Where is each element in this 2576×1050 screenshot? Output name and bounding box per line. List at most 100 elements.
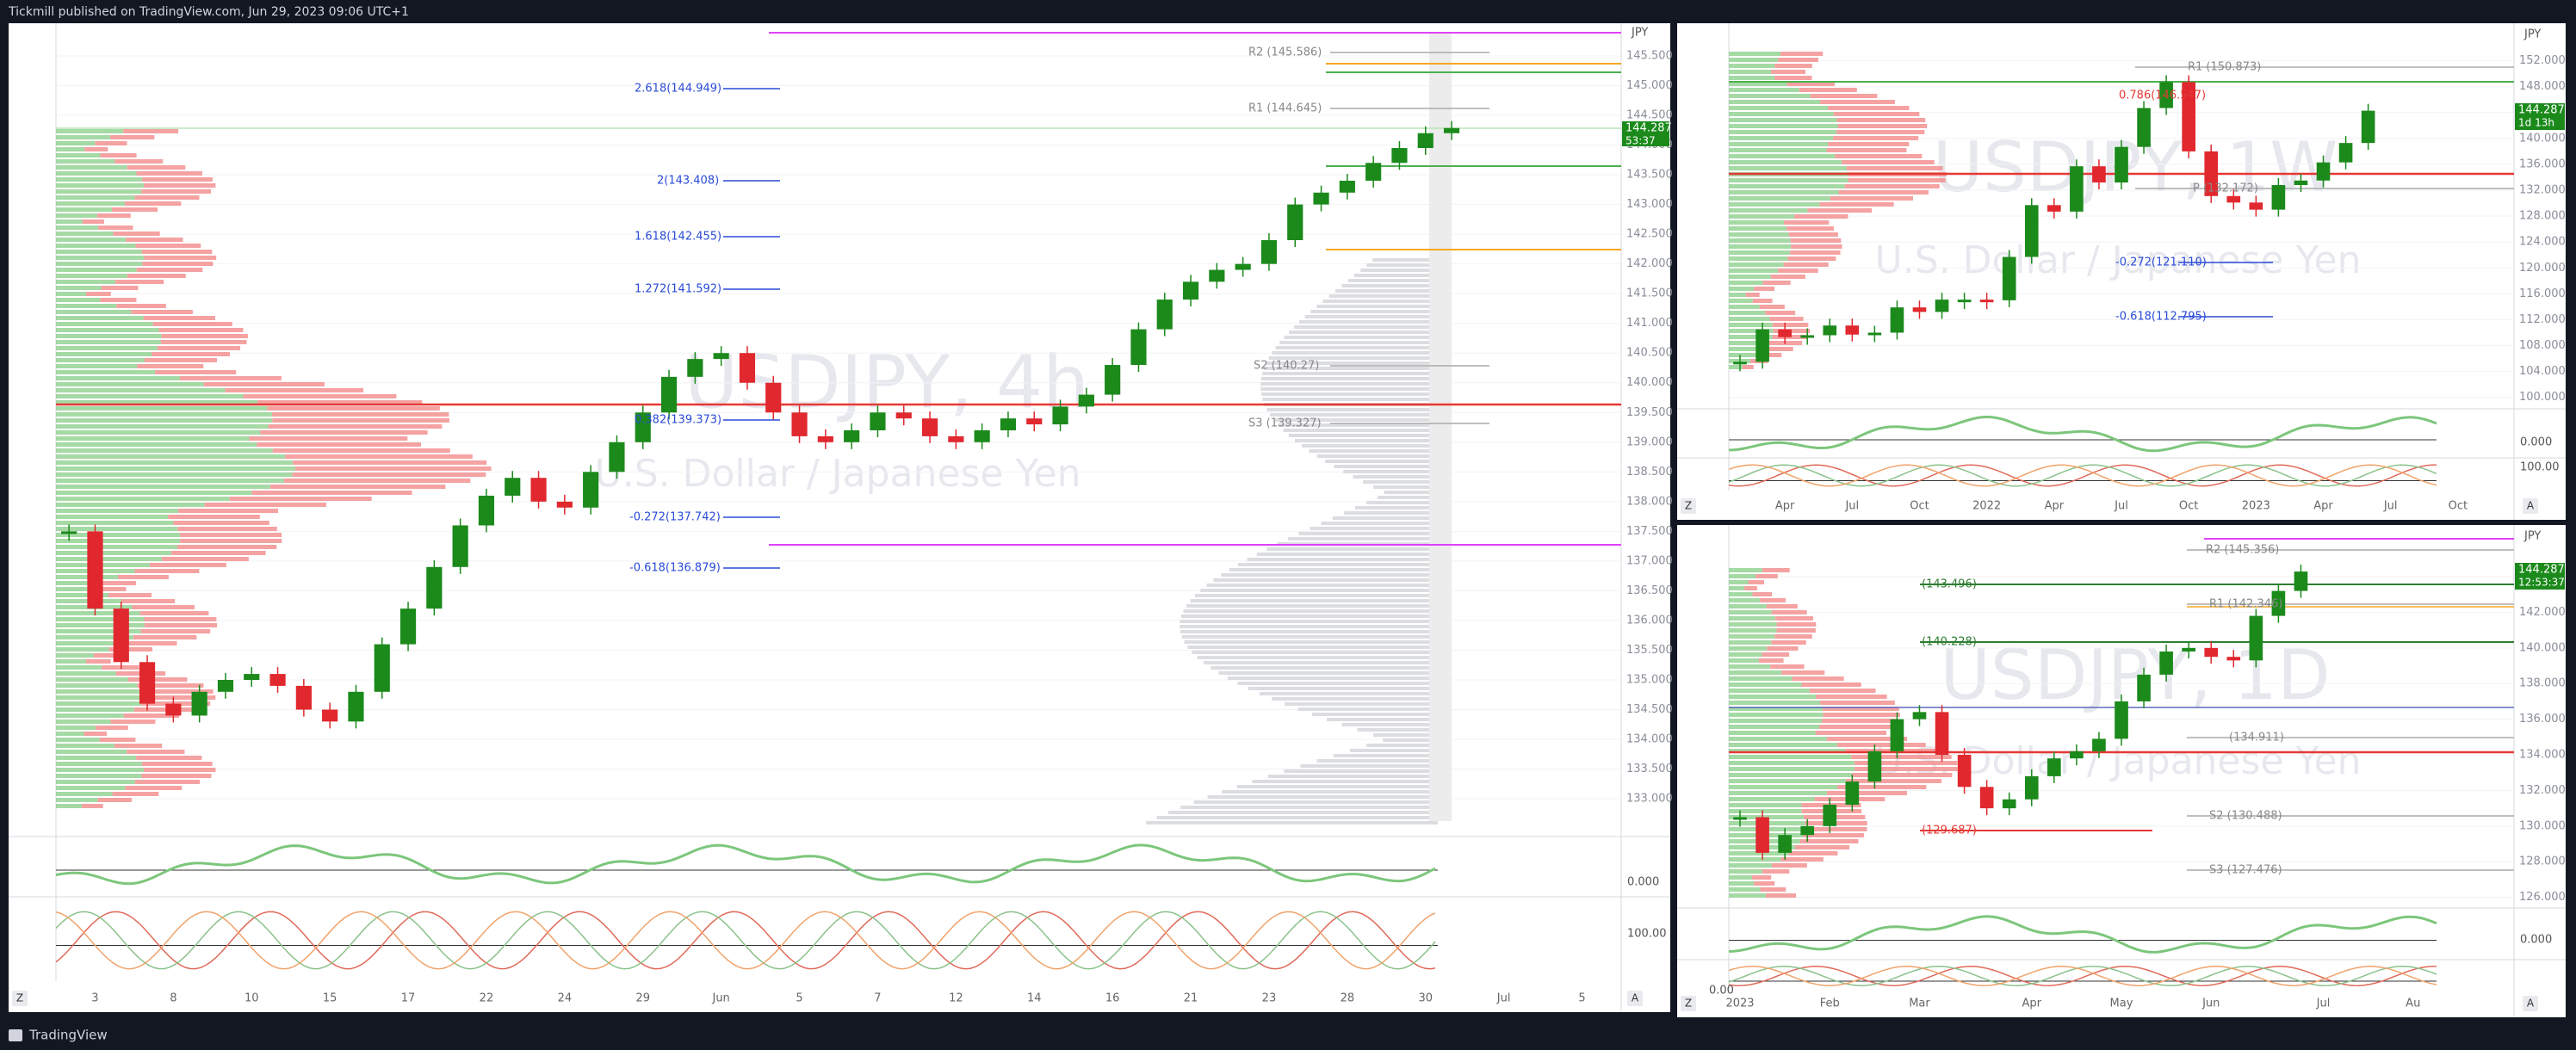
candle	[583, 472, 599, 508]
volume-profile-up	[1729, 785, 1838, 789]
candle	[2137, 674, 2151, 701]
volume-profile-session	[1266, 408, 1438, 411]
y-tick-label: 137.500	[1626, 525, 1673, 538]
volume-profile-down	[1803, 833, 1865, 837]
volume-profile-up	[56, 346, 158, 350]
scale-button[interactable]	[1681, 996, 1696, 1011]
volume-profile-session	[1213, 578, 1438, 582]
volume-profile-session	[1287, 537, 1438, 540]
auto-scale-button[interactable]	[2523, 498, 2538, 514]
volume-profile-session	[1181, 635, 1438, 639]
volume-profile-down	[1815, 731, 1887, 735]
volume-profile-down	[1764, 347, 1793, 351]
candle	[269, 674, 286, 686]
volume-profile-up	[56, 244, 136, 248]
auto-scale-button[interactable]	[2523, 996, 2538, 1011]
oscillator-line	[1728, 464, 2437, 487]
volume-profile-down	[141, 250, 213, 254]
volume-profile-session	[1266, 547, 1438, 551]
volume-profile-down	[272, 412, 449, 417]
candle	[1417, 133, 1434, 149]
scale-button-label[interactable]: Z	[1685, 998, 1692, 1010]
scale-button[interactable]	[12, 991, 28, 1006]
volume-profile-up	[56, 726, 96, 730]
chart-annotation: -0.618(112.795)	[2115, 311, 2207, 324]
volume-profile-up	[1729, 893, 1766, 898]
candle	[635, 412, 651, 442]
candle	[1391, 148, 1408, 164]
volume-profile-down	[117, 575, 169, 579]
volume-profile-down	[115, 280, 164, 284]
x-tick-label: 15	[323, 992, 337, 1005]
y-tick-label: 140.000	[2519, 641, 2566, 654]
volume-profile-down	[168, 515, 260, 519]
auto-scale-button[interactable]	[1627, 991, 1643, 1006]
volume-profile-up	[56, 412, 273, 417]
x-tick-label: 10	[245, 992, 259, 1005]
volume-profile-down	[100, 298, 137, 302]
volume-profile-down	[1807, 208, 1873, 213]
volume-profile-up	[1729, 695, 1817, 699]
y-tick-label: 138.000	[1626, 495, 1673, 508]
volume-profile-up	[56, 485, 270, 489]
volume-profile-session	[1266, 361, 1438, 365]
volume-profile-up	[56, 695, 144, 700]
volume-profile-down	[1774, 64, 1812, 68]
volume-profile-down	[99, 738, 136, 742]
scale-button-label[interactable]: Z	[1685, 500, 1692, 512]
scale-button-label[interactable]: Z	[16, 992, 23, 1004]
volume-profile-up	[56, 527, 178, 531]
volume-profile-down	[160, 340, 247, 344]
candle	[739, 353, 756, 383]
volume-profile-down	[1786, 82, 1836, 86]
candle	[2024, 775, 2039, 800]
volume-profile-down	[272, 448, 450, 453]
volume-profile-down	[229, 497, 372, 501]
volume-profile-down	[1778, 58, 1818, 62]
volume-profile-session	[1316, 305, 1438, 308]
volume-profile-up	[56, 286, 102, 290]
volume-profile-session	[1300, 764, 1438, 768]
volume-profile-session	[1264, 367, 1438, 370]
volume-profile-up	[56, 738, 100, 742]
auto-scale-button-label[interactable]: A	[2527, 998, 2535, 1010]
volume-profile-down	[126, 238, 183, 242]
volume-profile-down	[1745, 293, 1760, 297]
volume-profile-up	[1729, 178, 1848, 182]
volume-profile-session	[1316, 454, 1438, 458]
volume-profile-up	[56, 436, 250, 441]
volume-profile-up	[56, 141, 96, 145]
y-tick-label: 126.000	[2519, 891, 2566, 904]
volume-profile-session	[1267, 775, 1438, 778]
volume-profile-down	[122, 641, 177, 645]
volume-profile-down	[1833, 136, 1919, 140]
auto-scale-button-label[interactable]: A	[1632, 992, 1639, 1004]
chart-annotation: P (132.172)	[2193, 182, 2258, 195]
scale-button[interactable]	[1681, 498, 1696, 514]
volume-profile-up	[1729, 329, 1774, 333]
volume-profile-up	[1729, 160, 1842, 164]
volume-profile-up	[1729, 628, 1777, 633]
volume-profile-up	[56, 280, 115, 284]
volume-profile-up	[56, 647, 109, 652]
chart-annotation: 0.786(146.547)	[2119, 90, 2206, 102]
volume-profile-up	[1729, 64, 1775, 68]
volume-profile-up	[56, 515, 169, 519]
volume-profile-down	[1783, 220, 1830, 225]
volume-profile-down	[141, 189, 212, 194]
candle	[2204, 151, 2219, 196]
chart-annotation: 2.618(144.949)	[635, 83, 721, 96]
volume-profile-session	[1357, 728, 1438, 732]
price-badge	[2515, 563, 2565, 590]
volume-profile-down	[141, 774, 212, 778]
auto-scale-button-label[interactable]: A	[2527, 500, 2535, 512]
y-tick-label: 128.000	[2519, 855, 2566, 868]
x-tick-label: 16	[1105, 992, 1120, 1005]
volume-profile-session	[1260, 382, 1438, 386]
volume-profile-down	[110, 720, 156, 724]
volume-profile-up	[56, 292, 87, 296]
volume-profile-down	[1799, 88, 1857, 92]
volume-profile-up	[56, 135, 110, 139]
volume-profile-down	[109, 135, 155, 139]
candle	[1313, 192, 1329, 205]
